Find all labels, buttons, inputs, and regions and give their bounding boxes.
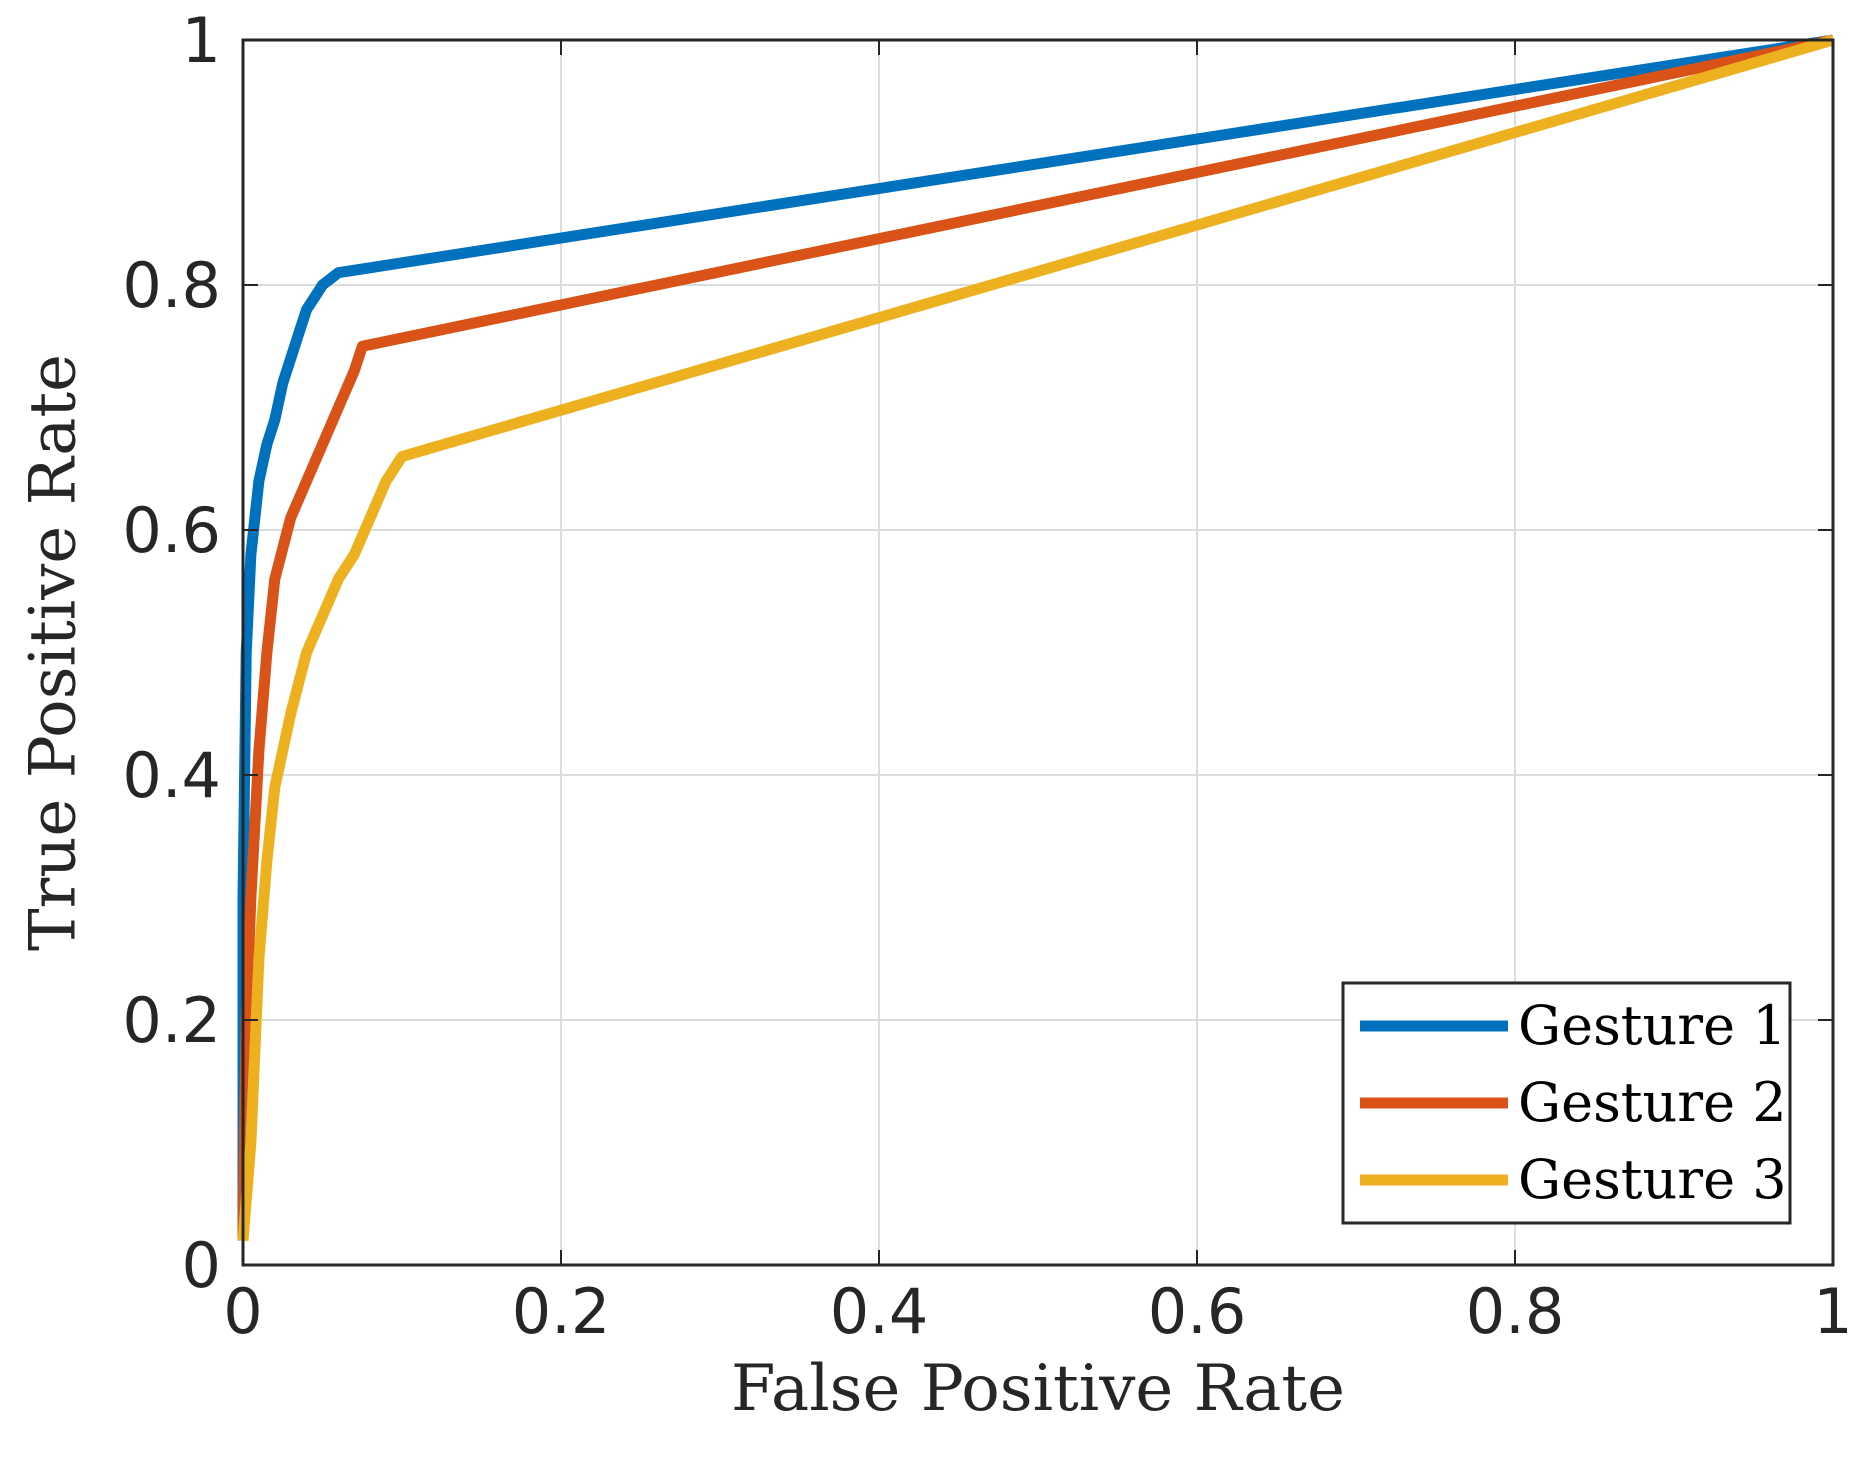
y-tick-label: 0 — [182, 1229, 221, 1302]
x-tick-label: 1 — [1813, 1275, 1852, 1348]
y-tick-label: 0.4 — [122, 739, 221, 812]
tick-labels: 0 0.2 0.4 0.6 0.8 1 0 0.2 0.4 0.6 0.8 1 — [122, 4, 1852, 1348]
x-axis-title: False Positive Rate — [731, 1352, 1345, 1426]
series-line-gesture-2 — [237, 34, 1835, 1241]
legend-label: Gesture 3 — [1518, 1148, 1787, 1211]
x-tick-label: 0 — [223, 1275, 262, 1348]
x-tick-label: 0.4 — [830, 1275, 929, 1348]
y-axis-title: True Positive Rate — [17, 354, 91, 951]
y-tick-label: 1 — [182, 4, 221, 77]
legend: Gesture 1 Gesture 2 Gesture 3 — [1341, 981, 1792, 1225]
y-tick-label: 0.6 — [122, 494, 221, 567]
series-line-gesture-3 — [237, 34, 1835, 1241]
series-line-gesture-1 — [237, 34, 1834, 1241]
x-tick-label: 0.6 — [1148, 1275, 1247, 1348]
legend-label: Gesture 2 — [1518, 1071, 1787, 1134]
y-tick-label: 0.2 — [122, 984, 221, 1057]
y-tick-label: 0.8 — [122, 249, 221, 322]
x-tick-label: 0.8 — [1466, 1275, 1565, 1348]
axes-frame — [241, 38, 1835, 1267]
legend-label: Gesture 1 — [1518, 994, 1787, 1057]
ticks — [242, 39, 1834, 1266]
series-lines — [237, 34, 1835, 1241]
x-tick-label: 0.2 — [512, 1275, 611, 1348]
